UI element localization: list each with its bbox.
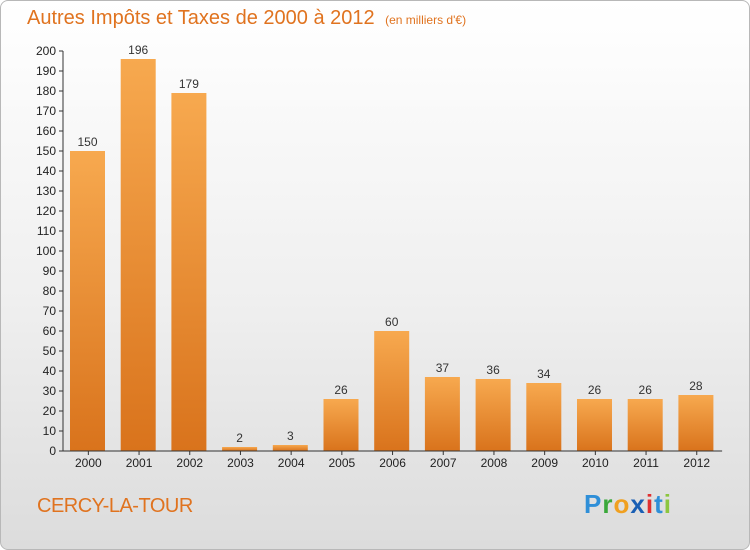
bar-value-label: 34 <box>537 367 551 381</box>
y-tick-label: 110 <box>37 224 56 238</box>
bar-value-label: 60 <box>385 315 399 329</box>
bar <box>272 445 308 451</box>
bar-value-label: 2 <box>236 431 243 445</box>
y-tick-label: 70 <box>43 304 57 318</box>
y-tick-label: 90 <box>43 264 57 278</box>
logo-letter: P <box>584 489 603 519</box>
x-tick-label: 2004 <box>278 456 305 470</box>
y-tick-label: 80 <box>43 284 57 298</box>
x-tick-label: 2012 <box>683 456 710 470</box>
y-tick-label: 140 <box>36 164 56 178</box>
bar <box>70 151 105 451</box>
x-tick-label: 2006 <box>379 456 406 470</box>
bar <box>424 377 460 451</box>
bar <box>222 447 258 451</box>
commune-name: CERCY-LA-TOUR <box>37 495 193 517</box>
proxiti-logo: Proxiti <box>584 489 672 520</box>
x-tick-label: 2002 <box>176 456 203 470</box>
bar <box>475 379 511 451</box>
y-tick-label: 100 <box>36 244 56 258</box>
y-tick-label: 0 <box>49 444 56 458</box>
x-tick-label: 2011 <box>633 456 659 470</box>
logo-letter: x <box>630 489 646 519</box>
y-tick-label: 150 <box>36 144 56 158</box>
logo-letter: i <box>645 489 655 519</box>
y-tick-label: 10 <box>43 424 57 438</box>
y-tick-label: 50 <box>43 344 57 358</box>
bar <box>120 59 156 451</box>
bar <box>374 331 410 451</box>
bar-value-label: 26 <box>334 383 348 397</box>
y-tick-label: 180 <box>36 84 56 98</box>
bar-value-label: 179 <box>179 77 199 91</box>
x-tick-label: 2008 <box>481 456 508 470</box>
bar-value-label: 36 <box>486 363 500 377</box>
x-tick-label: 2009 <box>531 456 558 470</box>
logo-letter: r <box>602 489 614 519</box>
y-tick-label: 160 <box>36 124 56 138</box>
y-tick-label: 200 <box>36 44 56 58</box>
y-tick-label: 40 <box>43 364 57 378</box>
bar-value-label: 3 <box>287 429 294 443</box>
x-tick-label: 2005 <box>328 456 355 470</box>
y-tick-label: 130 <box>36 184 56 198</box>
bar <box>171 93 207 451</box>
x-tick-label: 2003 <box>227 456 254 470</box>
bar <box>526 383 562 451</box>
bar-value-label: 37 <box>436 361 450 375</box>
bar-value-label: 26 <box>639 383 653 397</box>
chart-subtitle: (en milliers d'€) <box>385 13 467 27</box>
y-tick-label: 60 <box>43 324 57 338</box>
bar-value-label: 150 <box>77 135 97 149</box>
x-tick-label: 2007 <box>430 456 457 470</box>
logo-letter: t <box>654 489 664 519</box>
title-row: Autres Impôts et Taxes de 2000 à 2012 (e… <box>27 7 466 30</box>
bar-chart: 0 10 20 30 40 50 60 70 80 90 100 110 120 130 140 150 160… <box>36 43 723 470</box>
y-tick-label: 30 <box>43 384 57 398</box>
y-tick-label: 170 <box>36 104 56 118</box>
bar <box>627 399 663 451</box>
bar <box>323 399 359 451</box>
bar-value-label: 28 <box>689 379 703 393</box>
chart-title: Autres Impôts et Taxes de 2000 à 2012 <box>27 7 375 29</box>
x-tick-label: 2000 <box>75 456 102 470</box>
bar-value-label: 196 <box>128 43 148 57</box>
bar <box>678 395 714 451</box>
y-tick-label: 120 <box>36 204 56 218</box>
bar <box>577 399 612 451</box>
x-tick-label: 2001 <box>126 456 153 470</box>
x-tick-label: 2010 <box>582 456 609 470</box>
y-tick-label: 190 <box>36 64 56 78</box>
bar-value-label: 26 <box>588 383 602 397</box>
logo-letter: i <box>663 489 672 519</box>
logo-letter: o <box>613 489 631 519</box>
y-tick-label: 20 <box>43 404 57 418</box>
